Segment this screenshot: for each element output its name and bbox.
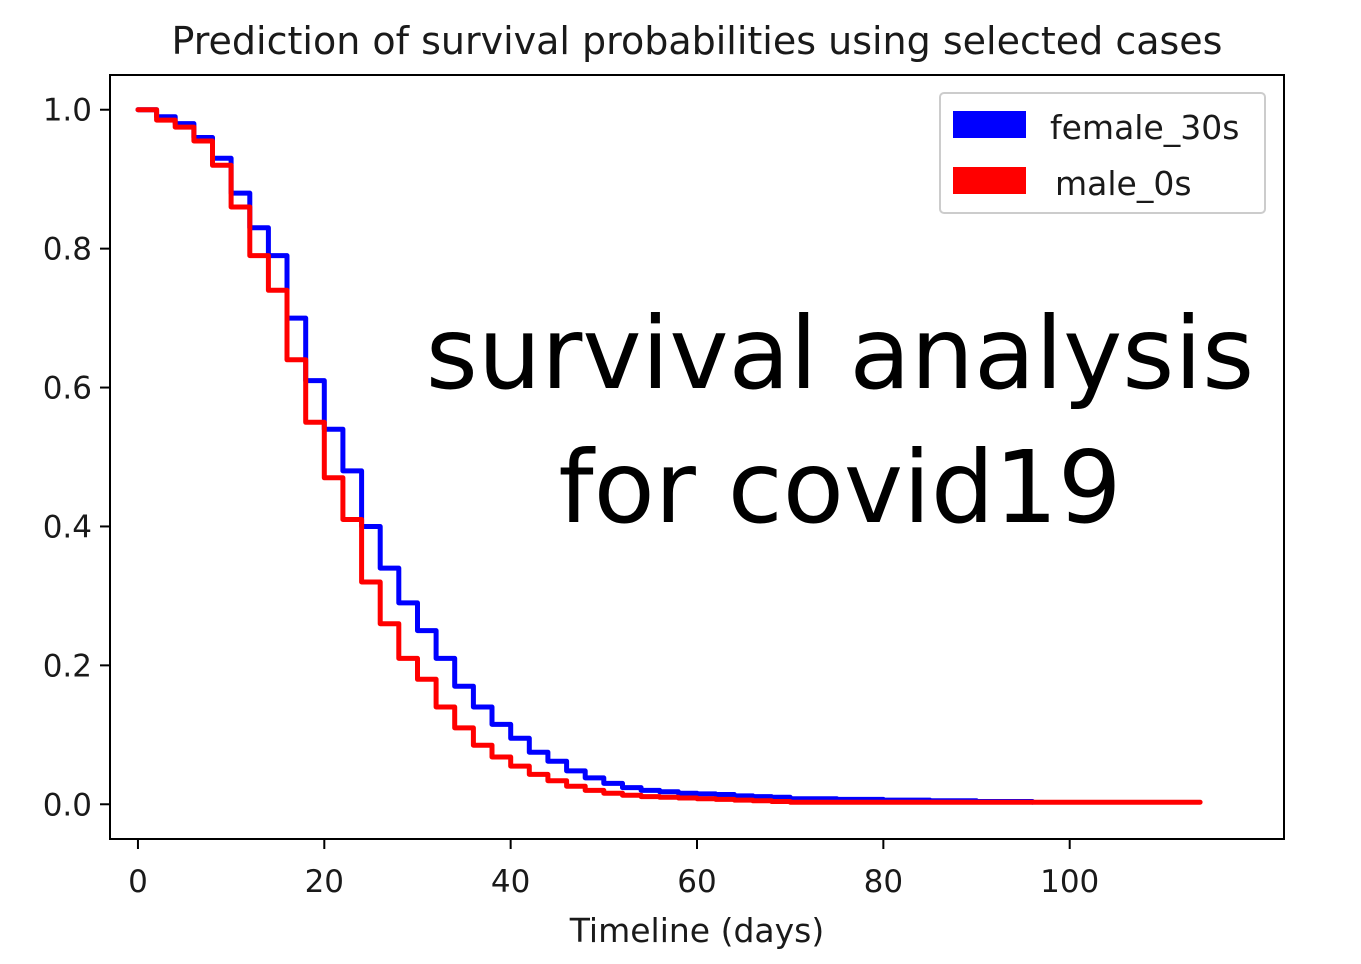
y-tick-label: 0.6 [43, 371, 92, 407]
legend-label-male-0s: male_0s [1055, 164, 1192, 203]
legend-swatch-male-0s [953, 167, 1026, 194]
overlay-text-line-2: for covid19 [558, 429, 1121, 546]
series-line-female-30s [135, 107, 1035, 805]
x-tick-label: 60 [677, 864, 716, 900]
legend: female_30s male_0s [939, 92, 1266, 214]
x-tick-label: 80 [864, 864, 903, 900]
y-tick-label: 1.0 [43, 93, 92, 129]
y-tick-label: 0.0 [43, 787, 92, 823]
series-layer [135, 107, 1203, 805]
x-tick-label: 40 [491, 864, 530, 900]
y-tick-label: 0.2 [43, 648, 92, 684]
legend-label-female-30s: female_30s [1050, 108, 1239, 147]
x-axis-label: Timeline (days) [569, 911, 824, 950]
plot-frame [109, 74, 1285, 840]
x-tick-label: 100 [1040, 864, 1099, 900]
x-tick-label: 0 [128, 864, 148, 900]
overlay-text-line-1: survival analysis [426, 295, 1254, 412]
y-tick-label: 0.4 [43, 509, 92, 545]
y-tick-label: 0.8 [43, 232, 92, 268]
chart-title: Prediction of survival probabilities usi… [172, 19, 1223, 63]
series-line-male-0s [135, 107, 1203, 805]
legend-swatch-female-30s [953, 111, 1026, 138]
x-tick-label: 20 [305, 864, 344, 900]
axis-ticks: 0 20 40 60 80 100 0.0 0.2 0.4 0.6 0.8 1.0 [43, 93, 1100, 900]
